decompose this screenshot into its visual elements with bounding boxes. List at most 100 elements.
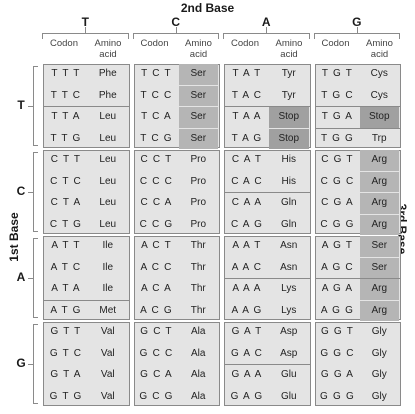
amino-acid-cell: Cys <box>370 68 388 79</box>
codon-cell: G T C <box>49 347 83 359</box>
codon-cell: G G A <box>320 369 355 380</box>
codon-cell: G A C <box>230 347 264 359</box>
header-bracket <box>313 33 315 39</box>
amino-acid-cell: Pro <box>190 218 207 230</box>
amino-acid-cell: Stop <box>278 132 300 144</box>
amino-acid-cell: Gly <box>371 390 387 402</box>
codon-header: Codon <box>231 38 259 49</box>
amino-acid-cell: Cys <box>370 89 388 101</box>
group-box <box>133 150 220 234</box>
group-box <box>43 150 130 234</box>
codon-cell: T A C <box>231 89 263 101</box>
group-box <box>314 322 401 406</box>
amino-acid-shade <box>359 107 399 128</box>
codon-cell: A A T <box>232 240 262 251</box>
codon-cell: G C C <box>139 347 174 359</box>
codon-cell: G G C <box>320 347 355 359</box>
amino-acid-shade <box>178 128 218 149</box>
codon-cell: T T T <box>51 68 81 79</box>
amino-acid-shade <box>359 193 399 214</box>
row-bracket <box>33 152 38 153</box>
codon-cell: C G T <box>321 154 354 165</box>
amino-acid-cell: Val <box>100 369 115 380</box>
codon-cell: G A T <box>231 326 263 337</box>
amino-acid-cell: His <box>281 175 296 187</box>
row-bracket <box>33 238 34 318</box>
codon-cell: C A A <box>231 197 263 208</box>
amino-acid-cell: Tyr <box>281 89 296 101</box>
amino-acid-cell: Lys <box>281 304 297 316</box>
codon-cell: C G C <box>320 175 355 187</box>
subgroup-separator <box>314 127 401 129</box>
codon-cell: T A G <box>231 132 263 144</box>
row-bracket <box>28 364 33 365</box>
group-box <box>43 236 130 320</box>
amino-acid-cell: Ser <box>190 111 207 122</box>
col-base-label: A <box>261 15 271 29</box>
codon-cell: A G G <box>320 304 355 316</box>
codon-cell: A G C <box>321 261 354 273</box>
amino-acid-cell: Leu <box>99 218 117 230</box>
row-base-label: T <box>17 98 25 112</box>
amino-acid-cell: Asn <box>280 240 298 251</box>
row-bracket <box>33 324 38 325</box>
amino-acid-header: Amino acid <box>185 38 212 60</box>
amino-acid-cell: Leu <box>99 111 117 122</box>
codon-cell: T T G <box>50 132 82 144</box>
codon-cell: C C G <box>139 218 174 230</box>
amino-acid-cell: Leu <box>99 197 117 208</box>
amino-acid-shade <box>359 257 399 278</box>
amino-acid-cell: Glu <box>280 390 297 402</box>
codon-cell: A T T <box>51 240 81 251</box>
codon-cell: A T A <box>51 283 81 294</box>
amino-acid-cell: Ala <box>191 347 206 359</box>
second-base-title: 2nd Base <box>180 1 235 15</box>
row-bracket <box>33 66 38 67</box>
amino-acid-cell: Thr <box>190 261 206 273</box>
codon-cell: G T A <box>50 369 82 380</box>
amino-acid-cell: Trp <box>371 132 387 144</box>
amino-acid-cell: Phe <box>98 68 117 79</box>
codon-cell: T A A <box>232 111 262 122</box>
amino-acid-cell: Ser <box>371 240 388 251</box>
codon-cell: C T G <box>49 218 83 230</box>
amino-acid-cell: Ser <box>190 89 207 101</box>
codon-cell: T G G <box>320 132 355 144</box>
amino-acid-header: Amino acid <box>275 38 303 60</box>
row-bracket <box>33 324 34 404</box>
amino-acid-cell: Arg <box>371 218 388 230</box>
codon-header: Codon <box>50 38 78 49</box>
subgroup-separator <box>314 106 401 107</box>
codon-cell: C G G <box>320 218 355 230</box>
codon-cell: C T C <box>50 175 82 187</box>
amino-acid-cell: Ile <box>102 283 114 294</box>
amino-acid-cell: Pro <box>190 154 207 165</box>
amino-acid-shade <box>359 300 399 321</box>
amino-acid-cell: Ile <box>102 240 114 251</box>
codon-cell: G T G <box>49 390 83 402</box>
codon-cell: G A A <box>231 369 263 380</box>
amino-acid-shade <box>178 85 218 106</box>
amino-acid-cell: Ala <box>191 326 206 337</box>
codon-cell: A C C <box>140 261 173 273</box>
codon-cell: C G A <box>321 197 354 208</box>
amino-acid-shade <box>269 128 309 149</box>
amino-acid-cell: Thr <box>190 304 206 316</box>
amino-acid-cell: Val <box>100 326 115 337</box>
subgroup-separator <box>224 278 311 279</box>
header-bracket <box>127 33 129 39</box>
subgroup-separator <box>43 299 130 301</box>
amino-acid-shade <box>178 107 218 128</box>
amino-acid-cell: Ser <box>190 132 207 144</box>
amino-acid-cell: Arg <box>371 154 388 165</box>
amino-acid-cell: His <box>281 154 296 165</box>
codon-cell: C T A <box>50 197 82 208</box>
codon-cell: C A T <box>231 154 263 165</box>
amino-acid-cell: Ile <box>102 261 114 273</box>
codon-cell: T T A <box>51 111 81 122</box>
header-bracket <box>308 33 310 39</box>
subgroup-separator <box>224 106 311 107</box>
group-box <box>43 322 130 406</box>
amino-acid-cell: Ser <box>371 261 388 273</box>
amino-acid-header: Amino acid <box>94 38 122 60</box>
